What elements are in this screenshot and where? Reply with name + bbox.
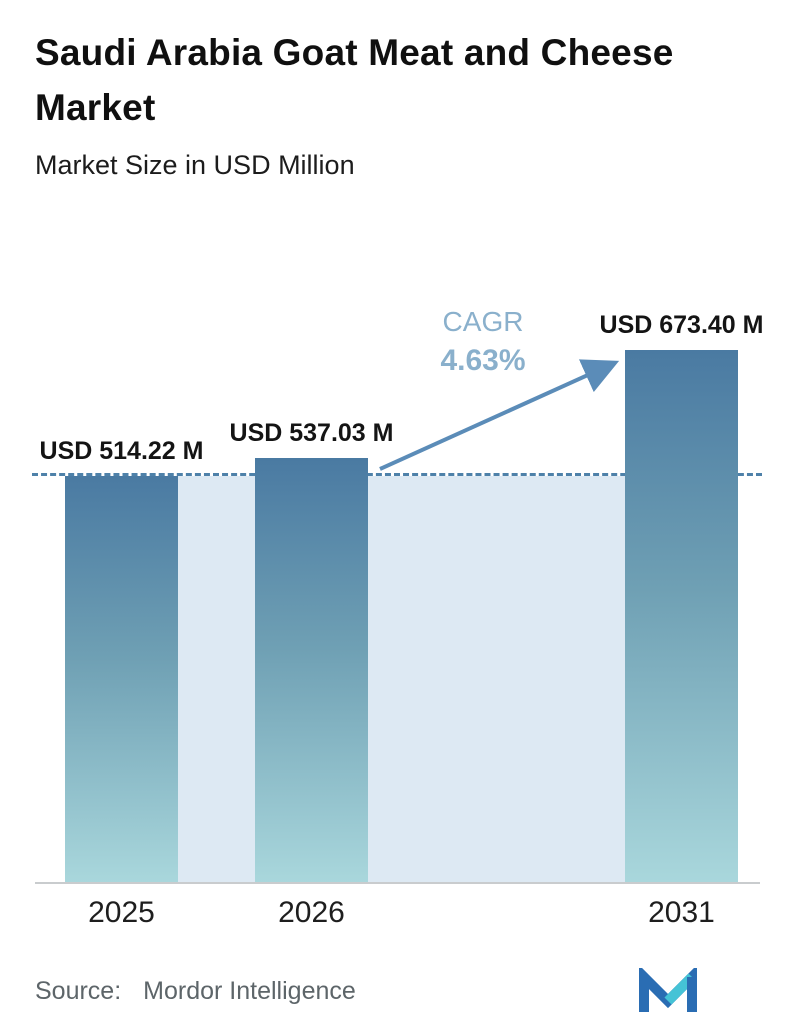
x-axis-label: 2026 xyxy=(278,896,345,929)
x-axis-label: 2031 xyxy=(648,896,715,929)
bar-chart: USD 514.22 M USD 537.03 M USD 673.40 M CAG… xyxy=(0,272,796,929)
bar: USD 537.03 M xyxy=(230,419,393,882)
reference-dashed-line xyxy=(32,473,762,476)
bar: USD 673.40 M xyxy=(600,311,763,882)
bar: USD 514.22 M xyxy=(40,437,203,882)
bar-value-label: USD 537.03 M xyxy=(229,419,394,447)
bar-value-label: USD 673.40 M xyxy=(599,311,764,339)
footer: Source: Mordor Intelligence xyxy=(35,964,761,1014)
source-value: Mordor Intelligence xyxy=(143,976,356,1005)
source-label: Source: xyxy=(35,976,122,1005)
bar-value-label: USD 514.22 M xyxy=(39,437,204,465)
cagr-value: 4.63% xyxy=(440,344,526,377)
cagr-label: CAGR xyxy=(442,306,524,337)
chart-subtitle: Market Size in USD Million xyxy=(35,149,355,180)
mordor-intelligence-logo-icon xyxy=(639,964,703,1014)
x-axis-baseline xyxy=(35,882,760,884)
cagr-annotation: CAGR 4.63% xyxy=(408,306,558,378)
chart-header: Saudi Arabia Goat Meat and Cheese Market… xyxy=(0,0,796,181)
x-axis-label: 2025 xyxy=(88,896,155,929)
bars-layer: USD 514.22 M USD 537.03 M USD 673.40 M xyxy=(0,272,796,884)
source: Source: Mordor Intelligence xyxy=(35,977,356,1006)
x-axis-labels: 2025 2026 2031 xyxy=(0,896,796,940)
chart-title: Saudi Arabia Goat Meat and Cheese Market xyxy=(35,32,674,128)
